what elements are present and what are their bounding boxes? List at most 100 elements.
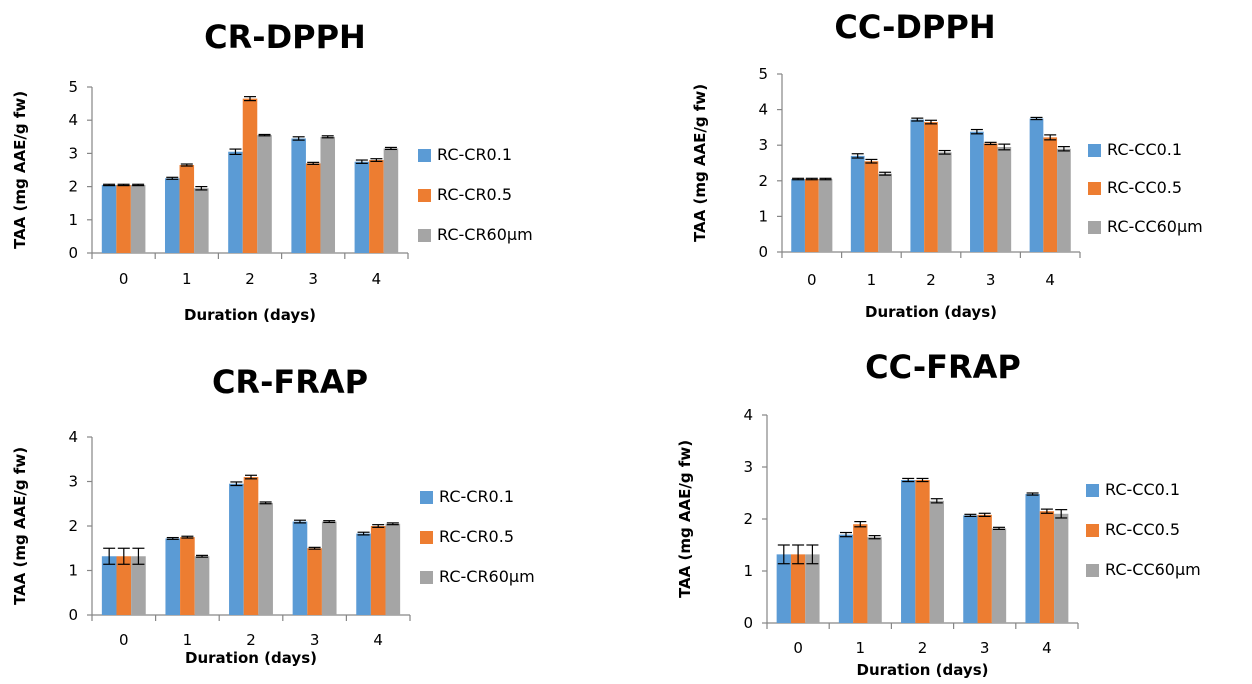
bar: [179, 165, 195, 253]
bar: [850, 155, 865, 252]
bar: [864, 161, 879, 252]
legend-swatch: [1086, 564, 1099, 577]
x-tick-label: 1: [182, 270, 192, 288]
bar: [804, 179, 819, 252]
y-tick-label: 3: [743, 458, 753, 476]
y-tick-label: 1: [68, 211, 78, 229]
x-tick-label: 3: [986, 271, 996, 289]
bar: [243, 477, 259, 615]
y-tick-label: 5: [68, 78, 78, 96]
y-tick-label: 2: [68, 178, 78, 196]
bar: [194, 556, 210, 615]
x-tick-label: 2: [918, 639, 928, 657]
x-tick-label: 4: [373, 631, 383, 649]
bar: [101, 556, 117, 615]
bar: [838, 534, 854, 623]
bar: [385, 523, 401, 615]
legend-swatch: [1086, 524, 1099, 537]
legend-swatch: [1088, 182, 1101, 195]
bar: [229, 483, 244, 615]
x-tick-label: 1: [183, 631, 193, 649]
legend-label: RC-CC0.5: [1105, 520, 1180, 539]
bar: [291, 138, 306, 253]
bar: [194, 188, 209, 253]
legend-label: RC-CR0.5: [439, 527, 514, 546]
legend-swatch: [1088, 221, 1101, 234]
bar: [101, 184, 117, 253]
y-axis-label: TAA (mg AAE/g fw): [691, 84, 709, 242]
bar: [1057, 148, 1071, 252]
bar: [963, 515, 978, 623]
y-tick-label: 2: [758, 172, 768, 190]
y-tick-label: 0: [68, 244, 78, 262]
y-tick-label: 4: [743, 406, 753, 424]
bar: [1039, 511, 1055, 623]
y-axis-label: TAA (mg AAE/g fw): [11, 91, 29, 249]
bar: [818, 179, 833, 252]
y-axis-label: TAA (mg AAE/g fw): [11, 447, 29, 605]
bar: [853, 524, 868, 623]
chart-cr-dpph: CR-DPPH 0 1 2 3 4 5 0 1 2 3 4 Duration (days) TAA (mg…: [11, 18, 533, 324]
bar: [970, 131, 984, 252]
bar: [116, 184, 131, 253]
bar: [1025, 494, 1040, 623]
x-tick-label: 4: [1042, 639, 1052, 657]
legend-label: RC-CR0.5: [437, 185, 512, 204]
legend-swatch: [418, 189, 431, 202]
y-tick-label: 2: [743, 510, 753, 528]
legend-label: RC-CC60μm: [1107, 217, 1203, 236]
x-tick-label: 0: [119, 631, 129, 649]
y-axis-label: TAA (mg AAE/g fw): [676, 440, 694, 598]
x-tick-label: 0: [807, 271, 817, 289]
bar: [383, 148, 399, 253]
x-axis-label: Duration (days): [865, 303, 997, 321]
y-tick-label: 2: [68, 517, 78, 535]
bar: [307, 548, 322, 615]
bar: [867, 537, 882, 623]
x-tick-label: 0: [119, 270, 129, 288]
bar: [790, 554, 806, 623]
legend-label: RC-CR0.1: [439, 487, 514, 506]
bar: [997, 146, 1012, 252]
bar: [977, 514, 992, 623]
y-tick-label: 1: [758, 207, 768, 225]
legend-swatch: [420, 531, 433, 544]
y-tick-label: 0: [68, 606, 78, 624]
x-tick-label: 2: [926, 271, 936, 289]
bar: [257, 135, 272, 253]
bar: [991, 528, 1007, 623]
y-tick-label: 4: [758, 101, 768, 119]
bar: [320, 136, 336, 253]
bar: [242, 98, 258, 254]
bar: [791, 179, 805, 252]
bar: [292, 521, 308, 615]
y-tick-label: 0: [743, 614, 753, 632]
x-tick-label: 3: [980, 639, 990, 657]
bar: [180, 537, 195, 615]
bar: [910, 119, 925, 253]
bar: [356, 533, 371, 615]
x-tick-label: 1: [867, 271, 877, 289]
bar: [1029, 118, 1044, 252]
legend-label: RC-CC0.1: [1107, 140, 1182, 159]
legend-label: RC-CR0.1: [437, 145, 512, 164]
chart-cc-dpph: CC-DPPH 0 1 2 3 4 5 0 1 2 3 4 Duration (days) TAA (mg…: [691, 8, 1203, 321]
y-tick-label: 4: [68, 111, 78, 129]
x-tick-label: 1: [856, 639, 866, 657]
y-tick-label: 1: [68, 562, 78, 580]
y-tick-label: 3: [68, 473, 78, 491]
bar: [164, 178, 180, 253]
bar: [228, 151, 243, 253]
y-tick-label: 0: [758, 243, 768, 261]
bar: [354, 161, 370, 253]
bar: [370, 526, 386, 615]
x-tick-label: 4: [372, 270, 382, 288]
chart-title: CC-FRAP: [865, 348, 1021, 386]
bar: [1043, 137, 1058, 252]
bar: [130, 184, 146, 253]
bar: [915, 480, 930, 623]
bar: [929, 500, 944, 623]
legend-swatch: [418, 229, 431, 242]
y-tick-label: 3: [758, 136, 768, 154]
bar: [924, 122, 938, 252]
